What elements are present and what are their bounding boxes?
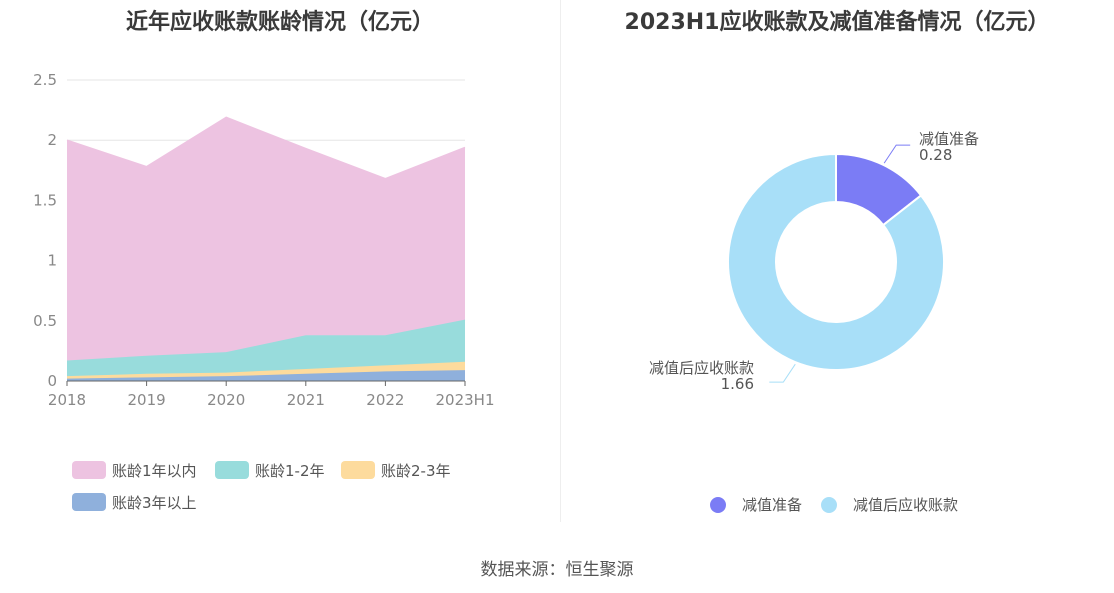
donut-label-name: 减值后应收账款 [649, 359, 754, 377]
x-tick-label: 2022 [366, 391, 404, 409]
legend-label: 减值准备 [742, 496, 802, 514]
y-tick-label: 2.5 [33, 71, 57, 89]
right-chart-title: 2023H1应收账款及减值准备情况（亿元） [624, 10, 1050, 35]
x-tick-label: 2019 [128, 391, 166, 409]
x-tick-label: 2023H1 [436, 391, 495, 409]
donut-leader-line [883, 144, 911, 164]
y-tick-label: 1 [47, 252, 57, 270]
area-series-3 [67, 117, 465, 361]
donut-label-value: 0.28 [919, 146, 952, 164]
legend-swatch [341, 461, 375, 479]
area-series-line-1 [66, 360, 466, 377]
x-tick-label: 2020 [207, 391, 245, 409]
x-tick-label: 2021 [287, 391, 325, 409]
legend-label: 账龄2-3年 [381, 462, 451, 480]
x-tick-label: 2018 [48, 391, 86, 409]
data-source: 数据来源：恒生聚源 [480, 560, 634, 580]
y-tick-label: 1.5 [33, 191, 57, 209]
area-series-1 [67, 361, 465, 379]
y-tick-label: 0.5 [33, 312, 57, 330]
chart-divider [560, 0, 561, 522]
legend-label: 账龄3年以上 [112, 494, 197, 512]
area-series-line-2 [66, 318, 466, 362]
donut-leader-line [769, 363, 796, 383]
legend-swatch [215, 461, 249, 479]
left-chart-title: 近年应收账款账龄情况（亿元） [125, 10, 434, 35]
legend-label: 减值后应收账款 [853, 496, 958, 514]
donut-label-value: 1.66 [721, 375, 754, 393]
legend-swatch [72, 493, 106, 511]
legend-swatch [72, 461, 106, 479]
area-series-2 [67, 319, 465, 377]
legend-swatch [821, 497, 837, 513]
legend-label: 账龄1-2年 [255, 462, 325, 480]
legend-swatch [710, 497, 726, 513]
donut-label-name: 减值准备 [919, 130, 979, 148]
y-tick-label: 0 [47, 372, 57, 390]
donut-slice-1 [727, 152, 945, 371]
area-series-line-3 [66, 116, 466, 180]
legend-label: 账龄1年以内 [112, 462, 197, 480]
y-tick-label: 2 [47, 131, 57, 149]
